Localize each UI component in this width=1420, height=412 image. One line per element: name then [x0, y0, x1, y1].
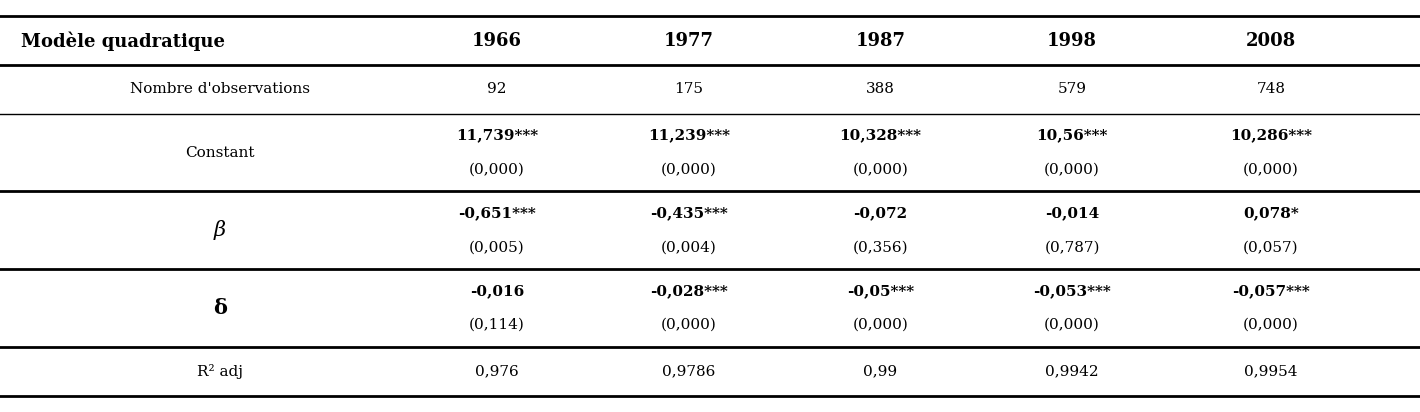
Text: 10,286***: 10,286***: [1230, 129, 1312, 143]
Text: -0,057***: -0,057***: [1233, 284, 1309, 298]
Text: δ: δ: [213, 298, 227, 318]
Text: (0,000): (0,000): [1242, 318, 1299, 332]
Text: 175: 175: [674, 82, 703, 96]
Text: (0,356): (0,356): [852, 241, 909, 254]
Text: 0,99: 0,99: [863, 364, 897, 378]
Text: 92: 92: [487, 82, 507, 96]
Text: (0,000): (0,000): [469, 163, 525, 177]
Text: -0,651***: -0,651***: [459, 206, 535, 220]
Text: 11,239***: 11,239***: [648, 129, 730, 143]
Text: 748: 748: [1257, 82, 1285, 96]
Text: (0,000): (0,000): [660, 318, 717, 332]
Text: R² adj: R² adj: [197, 364, 243, 379]
Text: (0,000): (0,000): [852, 318, 909, 332]
Text: β: β: [214, 220, 226, 240]
Text: (0,005): (0,005): [469, 241, 525, 254]
Text: (0,000): (0,000): [660, 163, 717, 177]
Text: (0,057): (0,057): [1242, 241, 1299, 254]
Text: 10,56***: 10,56***: [1037, 129, 1108, 143]
Text: 0,9942: 0,9942: [1045, 364, 1099, 378]
Text: -0,05***: -0,05***: [846, 284, 914, 298]
Text: 1998: 1998: [1047, 32, 1098, 50]
Text: (0,000): (0,000): [1242, 163, 1299, 177]
Text: 11,739***: 11,739***: [456, 129, 538, 143]
Text: 2008: 2008: [1245, 32, 1296, 50]
Text: -0,072: -0,072: [853, 206, 907, 220]
Text: -0,014: -0,014: [1045, 206, 1099, 220]
Text: -0,435***: -0,435***: [650, 206, 727, 220]
Text: (0,000): (0,000): [1044, 163, 1100, 177]
Text: 579: 579: [1058, 82, 1086, 96]
Text: (0,787): (0,787): [1044, 241, 1100, 254]
Text: 0,078*: 0,078*: [1242, 206, 1299, 220]
Text: (0,004): (0,004): [660, 241, 717, 254]
Text: (0,000): (0,000): [852, 163, 909, 177]
Text: 388: 388: [866, 82, 895, 96]
Text: 0,9954: 0,9954: [1244, 364, 1298, 378]
Text: 10,328***: 10,328***: [839, 129, 922, 143]
Text: 1977: 1977: [663, 32, 714, 50]
Text: Constant: Constant: [186, 145, 254, 159]
Text: 1987: 1987: [855, 32, 906, 50]
Text: -0,028***: -0,028***: [650, 284, 727, 298]
Text: Modèle quadratique: Modèle quadratique: [21, 31, 226, 51]
Text: -0,016: -0,016: [470, 284, 524, 298]
Text: -0,053***: -0,053***: [1034, 284, 1110, 298]
Text: Nombre d'observations: Nombre d'observations: [131, 82, 310, 96]
Text: (0,000): (0,000): [1044, 318, 1100, 332]
Text: 0,976: 0,976: [476, 364, 518, 378]
Text: 0,9786: 0,9786: [662, 364, 716, 378]
Text: 1966: 1966: [471, 32, 523, 50]
Text: (0,114): (0,114): [469, 318, 525, 332]
